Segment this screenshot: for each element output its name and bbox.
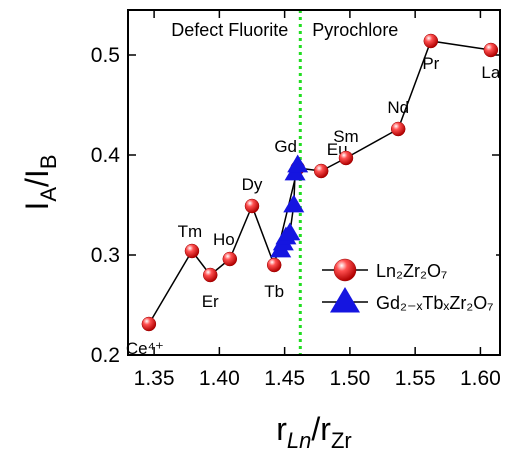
label-part: Zr bbox=[331, 428, 352, 453]
label-part: I bbox=[19, 202, 55, 211]
legend-marker bbox=[330, 287, 360, 313]
point bbox=[202, 267, 218, 283]
point-label: Gd bbox=[274, 137, 297, 156]
y-tick-label: 0.4 bbox=[91, 144, 121, 167]
point-label: Pr bbox=[422, 54, 439, 73]
legend-label: Gd₂₋ₓTbₓZr₂O₇ bbox=[376, 293, 493, 313]
point-label: Er bbox=[202, 292, 219, 311]
point bbox=[390, 121, 406, 137]
label-part: r bbox=[276, 411, 287, 447]
point-label: Dy bbox=[242, 175, 263, 194]
point bbox=[184, 243, 200, 259]
point-label: Tb bbox=[264, 282, 284, 301]
point-label: Tm bbox=[178, 222, 203, 241]
point-label: Nd bbox=[387, 98, 409, 117]
legend-marker bbox=[333, 258, 357, 282]
point-label: Sm bbox=[333, 127, 359, 146]
label-part: Ln bbox=[287, 428, 311, 453]
label-part: A bbox=[36, 187, 61, 202]
point bbox=[244, 198, 260, 214]
y-label: IA/IB bbox=[19, 154, 61, 210]
x-tick-label: 1.45 bbox=[264, 367, 305, 390]
point-label: Ce⁴⁺ bbox=[126, 339, 164, 358]
point-label: Ho bbox=[213, 230, 235, 249]
y-tick-label: 0.3 bbox=[91, 244, 120, 267]
point bbox=[338, 150, 354, 166]
region-label: Defect Fluorite bbox=[171, 20, 288, 40]
point bbox=[423, 33, 439, 49]
y-tick-label: 0.2 bbox=[91, 344, 120, 367]
point bbox=[287, 154, 309, 173]
point-label: La bbox=[481, 63, 500, 82]
point bbox=[141, 316, 157, 332]
x-tick-label: 1.35 bbox=[134, 367, 175, 390]
label-part: /r bbox=[311, 411, 331, 447]
region-label: Pyrochlore bbox=[312, 20, 398, 40]
point bbox=[283, 194, 305, 213]
x-tick-label: 1.50 bbox=[329, 367, 370, 390]
point bbox=[222, 251, 238, 267]
x-tick-label: 1.40 bbox=[199, 367, 240, 390]
label-part: B bbox=[36, 154, 61, 169]
point bbox=[483, 42, 499, 58]
y-tick-label: 0.5 bbox=[91, 44, 120, 67]
legend-label: Ln₂Zr₂O₇ bbox=[376, 261, 447, 281]
x-tick-label: 1.60 bbox=[460, 367, 501, 390]
point bbox=[313, 163, 329, 179]
label-part: /I bbox=[19, 169, 55, 187]
plot-frame bbox=[127, 9, 501, 356]
x-tick-label: 1.55 bbox=[395, 367, 436, 390]
point bbox=[279, 222, 301, 241]
x-label: rLn/rZr bbox=[276, 411, 351, 453]
point bbox=[266, 257, 282, 273]
